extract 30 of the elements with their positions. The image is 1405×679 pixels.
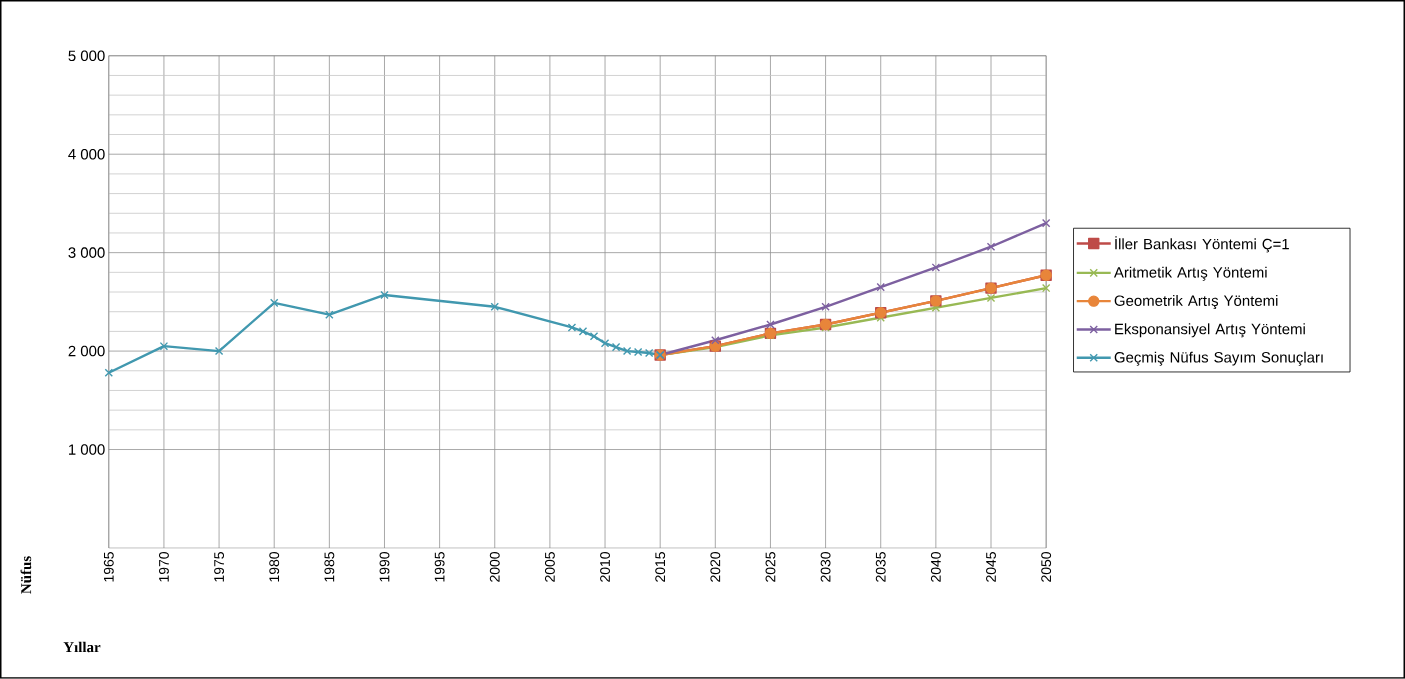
x-tick-label: 1985: [324, 552, 335, 582]
y-tick-label: 1 000: [69, 444, 105, 455]
legend-label: Eksponansiyel Artış Yöntemi: [1115, 323, 1305, 338]
legend-label: Aritmetik Artış Yöntemi: [1113, 266, 1267, 281]
x-tick-label: 1965: [103, 552, 114, 582]
legend-label: İller Bankası Yöntemi Ç=1: [1115, 236, 1289, 253]
x-tick-label: 1975: [214, 552, 225, 582]
y-axis-title: Nüfus: [20, 556, 32, 594]
y-tick-label: 5 000: [68, 50, 105, 62]
x-tick-label: 1980: [269, 552, 280, 582]
y-tick-label: 3 000: [68, 247, 105, 259]
x-tick-label: 1995: [434, 552, 445, 582]
legend-label: Geometrik Artış Yöntemi: [1114, 295, 1278, 310]
x-tick-label: 2030: [820, 552, 831, 582]
y-tick-label: 2 000: [68, 345, 105, 357]
x-tick-label: 2015: [655, 552, 666, 582]
y-tick-label: 4 000: [68, 149, 105, 160]
x-tick-label: 2005: [544, 552, 555, 582]
x-axis-title: Yıllar: [63, 641, 101, 653]
legend-label: Geçmiş Nüfus Sayım Sonuçları: [1114, 351, 1323, 366]
x-tick-label: 2045: [986, 552, 996, 582]
x-tick-label: 2050: [1041, 552, 1052, 582]
x-tick-label: 2025: [765, 552, 776, 582]
x-tick-label: 2010: [600, 552, 610, 582]
x-tick-label: 2020: [710, 552, 721, 582]
x-tick-label: 1990: [379, 552, 390, 582]
x-tick-label: 2035: [875, 552, 886, 582]
x-tick-label: 2000: [489, 552, 500, 582]
x-tick-label: 1970: [158, 552, 169, 582]
x-tick-label: 2040: [930, 552, 941, 582]
